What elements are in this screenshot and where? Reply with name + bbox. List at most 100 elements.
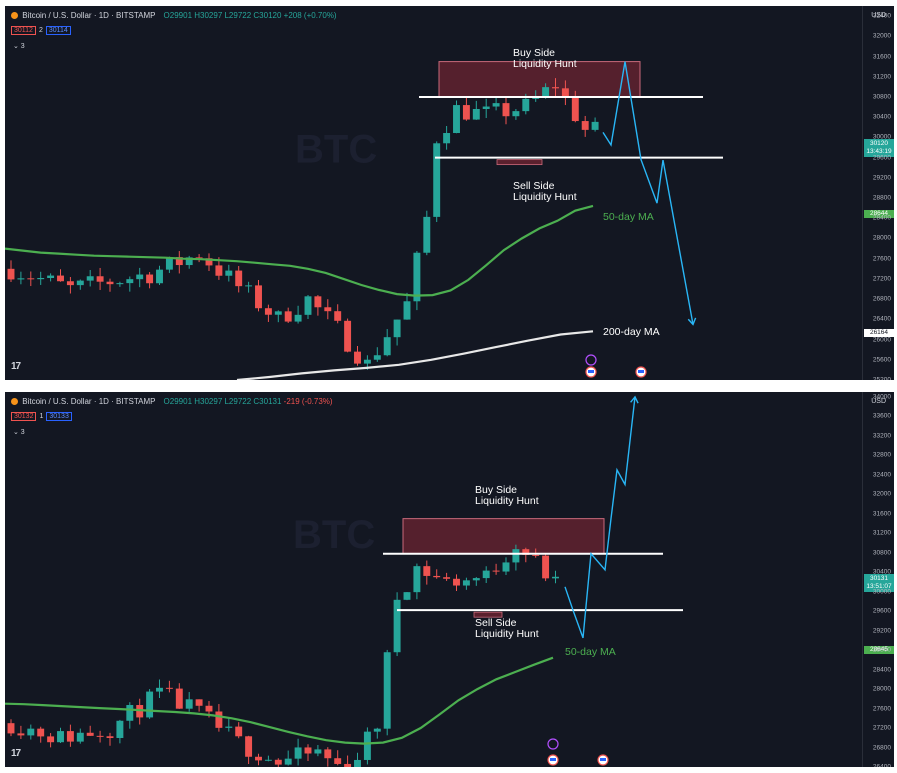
economic-event-flag	[588, 370, 594, 373]
flash-event-icon	[585, 354, 597, 366]
y-tick-label: 30000	[872, 133, 891, 141]
candle-body	[542, 555, 550, 579]
y-tick-label: 30800	[872, 93, 891, 101]
candle-body	[165, 257, 173, 270]
chart-panel-bottom: BTC Buy Side Liquidity Hunt Sell Side Liquid…	[5, 392, 894, 767]
candle-body	[512, 111, 520, 117]
candle-body	[47, 275, 55, 279]
price-scale[interactable]: USD 30131 13:51:07 28645 26400 26800 27200…	[862, 392, 894, 767]
candle-body	[165, 687, 173, 689]
indicators-toggle[interactable]: ⌄ 3	[13, 43, 25, 50]
candle-body	[116, 283, 124, 285]
candle-body	[571, 96, 579, 122]
candle-body	[185, 257, 193, 266]
y-tick-label: 26400	[872, 315, 891, 323]
candle-body	[354, 759, 361, 767]
buy-price-button[interactable]: 30114	[45, 26, 71, 35]
candle-body	[433, 575, 441, 578]
candle-body	[294, 747, 302, 759]
candle-body	[17, 733, 25, 736]
candle-body	[225, 726, 233, 728]
candle-body	[116, 720, 124, 738]
sell-price-button[interactable]: 30112	[11, 26, 36, 35]
indicators-toggle[interactable]: ⌄ 3	[13, 429, 25, 436]
currency-label[interactable]: USD	[871, 12, 886, 19]
candle-body	[7, 268, 15, 280]
candle-body	[344, 320, 352, 352]
candle-body	[433, 143, 441, 217]
candle-body	[383, 337, 391, 356]
candle-body	[561, 88, 569, 97]
ma50-price-tag: 28644	[864, 210, 894, 218]
candle-body	[195, 257, 203, 259]
symbol-watermark: BTC	[293, 513, 375, 557]
candle-body	[363, 731, 371, 760]
price-scale[interactable]: USD 30120 13:43:19 28644 26164 25200 2560…	[862, 6, 894, 380]
candle-body	[482, 570, 490, 579]
candle-body	[274, 759, 282, 765]
y-tick-label: 30400	[872, 568, 891, 576]
last-price-value: 30131	[869, 575, 889, 582]
buy-side-label: Liquidity Hunt	[513, 58, 577, 70]
candle-body	[492, 570, 500, 572]
candle-body	[47, 736, 55, 743]
tradingview-logo-icon[interactable]: 17	[11, 748, 21, 759]
candle-body	[383, 652, 391, 729]
candle-body	[373, 355, 381, 360]
ma200-label: 200-day MA	[603, 326, 660, 338]
candle-body	[17, 278, 25, 280]
buy-side-zone	[438, 61, 641, 98]
buy-price-button[interactable]: 30133	[46, 412, 72, 421]
y-tick-label: 29200	[872, 174, 891, 182]
candle-body	[264, 308, 272, 315]
sell-side-label: Sell Side	[475, 617, 517, 629]
y-tick-label: 31600	[872, 510, 891, 518]
sell-side-label: Liquidity Hunt	[475, 628, 539, 640]
y-tick-label: 32400	[872, 471, 891, 479]
y-tick-label: 27600	[872, 705, 891, 713]
price-change: -219 (-0.73%)	[283, 397, 333, 406]
y-tick-label: 30400	[872, 113, 891, 121]
candle-body	[106, 736, 114, 738]
sell-price-button[interactable]: 30132	[11, 412, 37, 421]
price-change: +208 (+0.70%)	[283, 11, 337, 20]
currency-label[interactable]: USD	[871, 398, 886, 405]
y-tick-label: 29600	[872, 154, 891, 162]
chart-legend: Bitcoin / U.S. Dollar · 1D · BITSTAMP O2…	[11, 397, 333, 406]
projection-path	[564, 396, 636, 639]
buy-side-label: Buy Side	[475, 484, 517, 496]
candle-body	[373, 728, 381, 732]
chart-legend: Bitcoin / U.S. Dollar · 1D · BITSTAMP O2…	[11, 11, 337, 20]
y-tick-label: 32400	[872, 12, 891, 20]
economic-event-flag	[600, 758, 606, 761]
y-tick-label: 30800	[872, 549, 891, 557]
candle-body	[453, 105, 460, 134]
candle-body	[482, 106, 490, 109]
candle-body	[225, 270, 233, 276]
candle-body	[552, 576, 559, 579]
y-tick-label: 27200	[872, 724, 891, 732]
y-tick-label: 25200	[872, 376, 891, 381]
last-price-tag: 30131 13:51:07	[864, 574, 894, 592]
candle-body	[57, 275, 64, 282]
projection-path	[602, 61, 694, 325]
tradingview-logo-icon[interactable]: 17	[11, 361, 21, 372]
y-tick-label: 32000	[872, 490, 891, 498]
y-tick-label: 26800	[872, 744, 891, 752]
candle-body	[472, 578, 480, 581]
candle-body	[195, 699, 203, 706]
symbol-title[interactable]: Bitcoin / U.S. Dollar · 1D · BITSTAMP	[22, 11, 156, 20]
candle-body	[86, 276, 94, 281]
candle-body	[502, 103, 510, 117]
candle-body	[304, 747, 312, 754]
last-price-value: 30120	[869, 140, 889, 147]
candle-body	[175, 688, 183, 709]
y-tick-label: 34000	[872, 393, 891, 401]
candle-body	[156, 269, 163, 284]
symbol-title[interactable]: Bitcoin / U.S. Dollar · 1D · BITSTAMP	[22, 397, 156, 406]
last-price-tag: 30120 13:43:19	[864, 139, 894, 157]
y-tick-label: 26800	[872, 295, 891, 303]
y-tick-label: 27600	[872, 255, 891, 263]
